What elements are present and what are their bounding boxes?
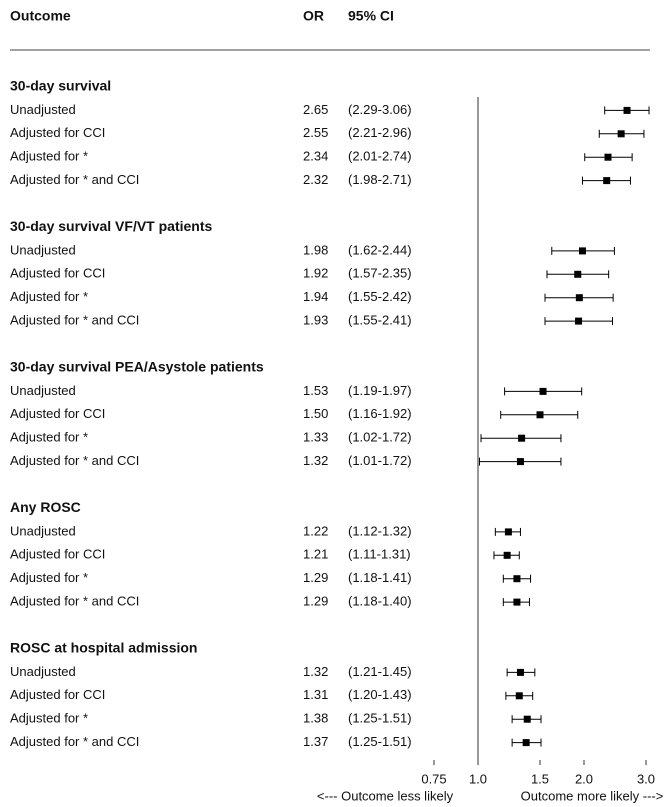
or-point bbox=[513, 575, 521, 583]
ci-label: (1.62-2.44) bbox=[348, 242, 412, 257]
x-axis-label: <--- Outcome less likely bbox=[317, 788, 454, 803]
ci-label: (1.19-1.97) bbox=[348, 383, 412, 398]
x-axis-label: Outcome more likely ---> bbox=[521, 788, 664, 803]
or-point bbox=[536, 411, 544, 419]
or-point bbox=[523, 715, 531, 723]
row-label: Unadjusted bbox=[10, 102, 76, 117]
or-label: 1.21 bbox=[303, 547, 328, 562]
row-label: Adjusted for CCI bbox=[10, 125, 105, 140]
or-label: 1.33 bbox=[303, 430, 328, 445]
or-label: 2.65 bbox=[303, 102, 328, 117]
or-point bbox=[516, 668, 524, 676]
row-label: Adjusted for * and CCI bbox=[10, 734, 139, 749]
x-tick-label: 3.0 bbox=[637, 771, 655, 786]
or-label: 1.29 bbox=[303, 570, 328, 585]
row-label: Unadjusted bbox=[10, 242, 76, 257]
ci-label: (1.18-1.40) bbox=[348, 594, 412, 609]
ci-label: (1.11-1.31) bbox=[348, 547, 411, 562]
row-label: Adjusted for CCI bbox=[10, 406, 105, 421]
or-label: 1.92 bbox=[303, 266, 328, 281]
or-label: 1.22 bbox=[303, 523, 328, 538]
or-point bbox=[513, 598, 521, 606]
or-label: 1.98 bbox=[303, 242, 328, 257]
ci-label: (1.55-2.41) bbox=[348, 313, 412, 328]
row-label: Adjusted for * bbox=[10, 711, 88, 726]
or-point bbox=[504, 528, 512, 536]
ci-label: (2.21-2.96) bbox=[348, 125, 412, 140]
row-label: Adjusted for * and CCI bbox=[10, 594, 139, 609]
x-tick-label: 0.75 bbox=[421, 771, 446, 786]
or-label: 1.38 bbox=[303, 711, 328, 726]
ci-label: (1.02-1.72) bbox=[348, 430, 412, 445]
or-label: 1.37 bbox=[303, 734, 328, 749]
row-label: Adjusted for * and CCI bbox=[10, 453, 139, 468]
row-label: Adjusted for * and CCI bbox=[10, 172, 139, 187]
group-title: Any ROSC bbox=[10, 499, 81, 515]
or-label: 1.29 bbox=[303, 594, 328, 609]
row-label: Adjusted for * and CCI bbox=[10, 313, 139, 328]
x-tick-label: 1.5 bbox=[531, 771, 549, 786]
ci-label: (1.20-1.43) bbox=[348, 687, 412, 702]
group-title: ROSC at hospital admission bbox=[10, 640, 197, 656]
ci-label: (1.25-1.51) bbox=[348, 734, 412, 749]
header: 95% CI bbox=[348, 8, 394, 24]
row-label: Unadjusted bbox=[10, 383, 76, 398]
row-label: Adjusted for * bbox=[10, 570, 88, 585]
header: Outcome bbox=[10, 8, 71, 24]
or-label: 1.53 bbox=[303, 383, 328, 398]
or-label: 1.50 bbox=[303, 406, 328, 421]
or-label: 2.34 bbox=[303, 149, 328, 164]
ci-label: (1.01-1.72) bbox=[348, 453, 412, 468]
or-label: 1.32 bbox=[303, 664, 328, 679]
ci-label: (1.12-1.32) bbox=[348, 523, 412, 538]
header: OR bbox=[303, 8, 324, 24]
or-label: 1.31 bbox=[303, 687, 328, 702]
or-point bbox=[574, 270, 582, 278]
ci-label: (1.55-2.42) bbox=[348, 289, 412, 304]
or-point bbox=[522, 739, 530, 747]
row-label: Unadjusted bbox=[10, 664, 76, 679]
or-point bbox=[604, 153, 612, 161]
x-tick-label: 1.0 bbox=[469, 771, 487, 786]
group-title: 30-day survival bbox=[10, 78, 111, 94]
or-point bbox=[578, 247, 586, 255]
or-point bbox=[515, 692, 523, 700]
ci-label: (2.01-2.74) bbox=[348, 149, 412, 164]
x-tick-label: 2.0 bbox=[575, 771, 593, 786]
row-label: Unadjusted bbox=[10, 523, 76, 538]
row-label: Adjusted for CCI bbox=[10, 687, 105, 702]
or-point bbox=[575, 294, 583, 302]
ci-label: (1.21-1.45) bbox=[348, 664, 412, 679]
ci-label: (2.29-3.06) bbox=[348, 102, 412, 117]
or-point bbox=[603, 177, 611, 185]
or-point bbox=[503, 551, 511, 559]
ci-label: (1.16-1.92) bbox=[348, 406, 412, 421]
or-label: 2.55 bbox=[303, 125, 328, 140]
row-label: Adjusted for * bbox=[10, 430, 88, 445]
group-title: 30-day survival PEA/Asystole patients bbox=[10, 359, 264, 375]
or-label: 1.94 bbox=[303, 289, 328, 304]
ci-label: (1.57-2.35) bbox=[348, 266, 412, 281]
ci-label: (1.18-1.41) bbox=[348, 570, 412, 585]
row-label: Adjusted for CCI bbox=[10, 547, 105, 562]
or-label: 1.93 bbox=[303, 313, 328, 328]
group-title: 30-day survival VF/VT patients bbox=[10, 218, 213, 234]
ci-label: (1.98-2.71) bbox=[348, 172, 412, 187]
or-point bbox=[623, 106, 631, 114]
or-point bbox=[518, 434, 526, 442]
or-point bbox=[516, 458, 524, 466]
or-point bbox=[539, 387, 547, 395]
or-point bbox=[617, 130, 625, 138]
or-point bbox=[575, 317, 583, 325]
or-label: 2.32 bbox=[303, 172, 328, 187]
row-label: Adjusted for CCI bbox=[10, 266, 105, 281]
row-label: Adjusted for * bbox=[10, 289, 88, 304]
ci-label: (1.25-1.51) bbox=[348, 711, 412, 726]
or-label: 1.32 bbox=[303, 453, 328, 468]
row-label: Adjusted for * bbox=[10, 149, 88, 164]
